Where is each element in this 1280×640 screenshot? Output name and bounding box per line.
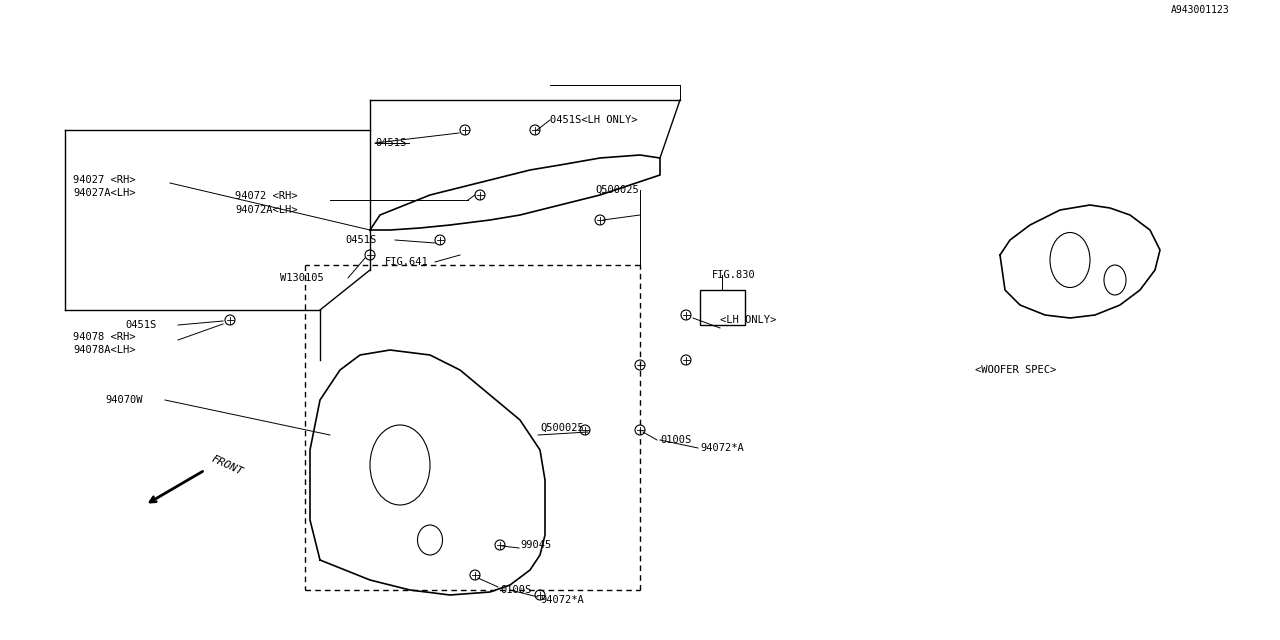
Text: 0451S: 0451S (375, 138, 406, 148)
Text: A943001123: A943001123 (1171, 5, 1230, 15)
Text: 94072A<LH>: 94072A<LH> (236, 205, 297, 215)
Text: 94078A<LH>: 94078A<LH> (73, 345, 136, 355)
Text: 0451S<LH ONLY>: 0451S<LH ONLY> (550, 115, 637, 125)
Text: <LH ONLY>: <LH ONLY> (721, 315, 776, 325)
Text: FRONT: FRONT (210, 453, 244, 477)
Text: FIG.641: FIG.641 (385, 257, 429, 267)
Text: 0451S: 0451S (346, 235, 376, 245)
Bar (700, 290, 745, 325)
Text: 94072*A: 94072*A (540, 595, 584, 605)
Text: Q500025: Q500025 (540, 423, 584, 433)
Text: FIG.830: FIG.830 (712, 270, 755, 280)
Text: <WOOFER SPEC>: <WOOFER SPEC> (975, 365, 1056, 375)
Text: 0100S: 0100S (660, 435, 691, 445)
Text: Q500025: Q500025 (595, 185, 639, 195)
Text: 0451S: 0451S (125, 320, 156, 330)
Text: 99045: 99045 (520, 540, 552, 550)
Text: 94072*A: 94072*A (700, 443, 744, 453)
Text: 94070W: 94070W (105, 395, 142, 405)
Text: 94027A<LH>: 94027A<LH> (73, 188, 136, 198)
Text: 94078 <RH>: 94078 <RH> (73, 332, 136, 342)
Text: 0100S: 0100S (500, 585, 531, 595)
Text: W130105: W130105 (280, 273, 324, 283)
Text: 94072 <RH>: 94072 <RH> (236, 191, 297, 201)
Text: 94027 <RH>: 94027 <RH> (73, 175, 136, 185)
